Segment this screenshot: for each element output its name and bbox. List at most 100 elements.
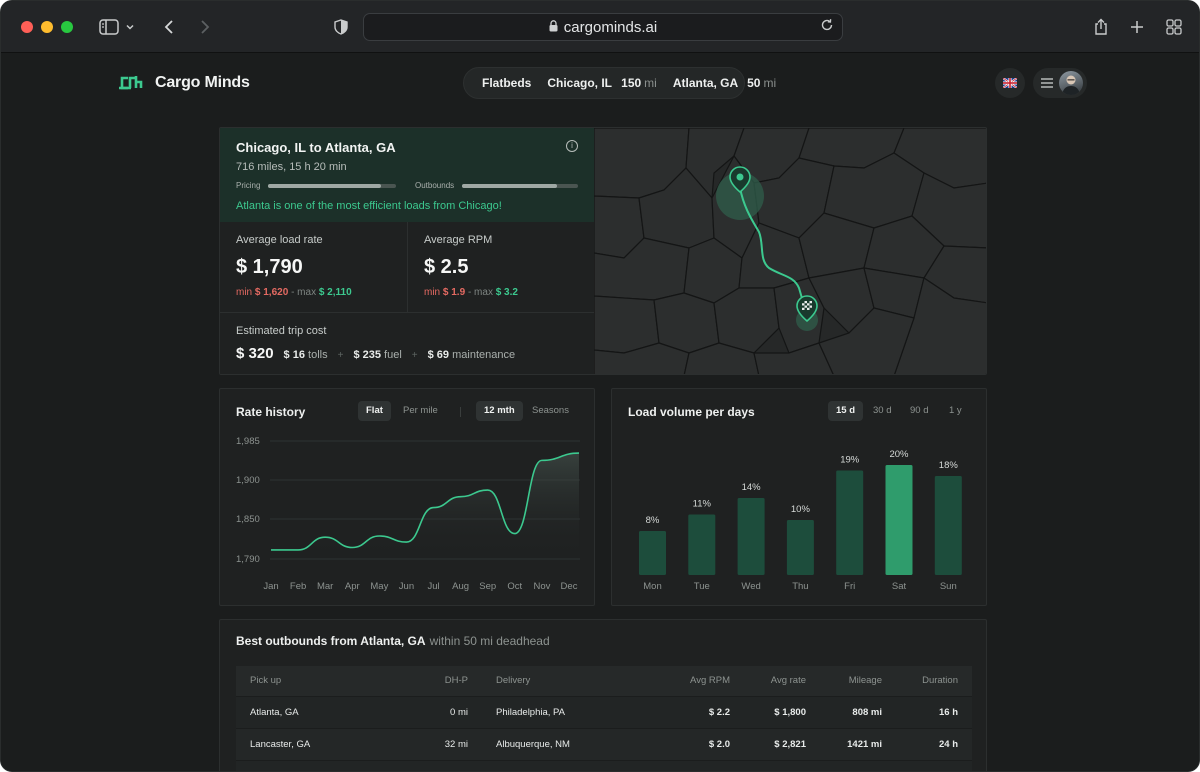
column-header-delivery[interactable]: Delivery — [496, 675, 531, 686]
destination-pin-icon[interactable] — [796, 295, 818, 323]
table-row[interactable] — [236, 760, 972, 771]
column-header-mileage[interactable]: Mileage — [848, 675, 882, 686]
load-volume-chart: 8% Mon 11% Tue 14% Wed 10% Thu 19% Fri 20% Sat 18% Su… — [639, 449, 962, 592]
stat-label: Estimated trip cost — [236, 325, 327, 337]
x-tick-label: Sat — [892, 581, 907, 592]
address-bar[interactable]: cargominds.ai — [363, 13, 843, 41]
bar[interactable] — [836, 470, 864, 576]
rate-history-chart: 1,985 1,900 1,850 1,790 Jan Feb Mar Apr May Jun Ju… — [236, 436, 580, 592]
uk-flag-icon — [1003, 78, 1017, 88]
bar[interactable] — [934, 476, 962, 575]
x-tick-label: Mar — [317, 581, 333, 592]
bar-value-label: 20% — [889, 449, 909, 460]
x-tick-label: Sep — [479, 581, 496, 592]
best-outbounds-card: Best outbounds from Atlanta, GA within 50… — [219, 619, 987, 771]
tab-flat[interactable]: Flat — [358, 401, 391, 421]
tab-90-days[interactable]: 90 d — [910, 405, 929, 416]
cargominds-logo-icon — [119, 76, 143, 90]
stat-value: $ 2.5 — [424, 256, 469, 278]
new-tab-icon[interactable] — [1125, 15, 1149, 39]
equipment-filter[interactable]: Flatbeds — [482, 76, 532, 90]
column-header-dh-p[interactable]: DH-P — [444, 675, 468, 686]
tab-15-days[interactable]: 15 d — [828, 401, 864, 421]
language-button[interactable] — [995, 68, 1025, 98]
pickup-cell: Atlanta, GA — [250, 707, 299, 718]
shield-icon[interactable] — [329, 15, 353, 39]
max-value: $ 3.2 — [495, 287, 518, 298]
info-icon[interactable]: i — [566, 140, 578, 152]
origin-filter[interactable]: Chicago, IL 150 mi — [539, 76, 665, 90]
stat-label: Average RPM — [424, 234, 493, 246]
tab-overview-icon[interactable] — [1162, 15, 1186, 39]
route-search-bar[interactable]: Flatbeds Chicago, IL 150 mi Atlanta, GA 5… — [463, 67, 776, 99]
lock-icon — [549, 19, 558, 36]
close-window-button[interactable] — [21, 21, 33, 33]
average-rpm-stat: Average RPM $ 2.5 min $ 1.9 - max $ 3.2 — [408, 222, 594, 312]
brand-logo[interactable]: Cargo Minds — [119, 73, 250, 93]
table-row[interactable]: Lancaster, GA 32 mi Albuquerque, NM $ 2.… — [236, 728, 972, 760]
max-label: - max — [291, 287, 317, 298]
rate-history-card: Rate history Flat Per mile 12 mth Season… — [219, 388, 595, 606]
plus-sign: + — [411, 350, 418, 361]
back-icon[interactable] — [157, 15, 181, 39]
origin-pin-icon[interactable] — [729, 166, 751, 194]
forward-icon[interactable] — [193, 15, 217, 39]
bar[interactable] — [639, 531, 666, 575]
column-header-avg-rpm[interactable]: Avg RPM — [690, 675, 730, 686]
table-row[interactable]: Atlanta, GA 0 mi Philadelphia, PA $ 2.2 … — [236, 696, 972, 728]
outbounds-title: Best outbounds from Atlanta, GA within 50… — [236, 634, 550, 648]
zoom-window-button[interactable] — [61, 21, 73, 33]
fuel-value: $ 235 — [353, 349, 381, 361]
sidebar-toggle-icon[interactable] — [97, 15, 121, 39]
min-value: $ 1.9 — [442, 287, 466, 298]
x-tick-label: Jan — [263, 581, 278, 592]
avg-rate-cell: $ 2,821 — [774, 739, 806, 750]
avg-rpm-cell: $ 2.2 — [708, 707, 730, 718]
avatar[interactable] — [1059, 71, 1083, 95]
origin-city: Chicago, IL — [547, 76, 612, 90]
estimated-trip-cost-stat: Estimated trip cost $ 320 $ 16 tolls + $… — [220, 313, 594, 374]
destination-filter[interactable]: Atlanta, GA 50 mi — [665, 76, 784, 90]
load-volume-title: Load volume per days — [628, 405, 755, 419]
dh-p-cell: 0 mi — [450, 707, 468, 718]
column-header-duration[interactable]: Duration — [922, 675, 958, 686]
route-map[interactable] — [593, 128, 986, 374]
load-volume-card: Load volume per days 15 d 30 d 90 d 1 y … — [611, 388, 987, 606]
route-overview: Chicago, IL to Atlanta, GA 716 miles, 15… — [220, 128, 594, 222]
column-header-pickup[interactable]: Pick up — [250, 675, 282, 686]
bar[interactable] — [688, 514, 716, 576]
bar-value-label: 18% — [939, 460, 959, 471]
duration-cell: 16 h — [938, 707, 958, 718]
x-tick-label: Wed — [741, 581, 760, 592]
x-tick-label: Dec — [561, 581, 578, 592]
column-header-avg-rate[interactable]: Avg rate — [770, 675, 806, 686]
duration-cell: 24 h — [938, 739, 958, 750]
stat-range: min $ 1,620 - max $ 2,110 — [236, 287, 391, 298]
x-tick-label: Apr — [345, 581, 360, 592]
route-line — [739, 187, 807, 313]
y-tick-label: 1,900 — [236, 475, 260, 486]
average-load-rate-stat: Average load rate $ 1,790 min $ 1,620 - … — [220, 222, 407, 312]
stat-divider — [220, 312, 594, 313]
line-area-fill — [271, 453, 579, 559]
tab-per-mile[interactable]: Per mile — [403, 405, 438, 416]
bar[interactable] — [786, 520, 814, 575]
tab-1-year[interactable]: 1 y — [949, 405, 962, 416]
browser-toolbar: cargominds.ai — [1, 1, 1199, 53]
share-icon[interactable] — [1089, 15, 1113, 39]
plus-sign: + — [337, 350, 344, 361]
bar-value-label: 19% — [840, 455, 860, 466]
max-value: $ 2,110 — [318, 287, 352, 298]
bar[interactable] — [885, 465, 913, 575]
tab-12-months[interactable]: 12 mth — [476, 401, 523, 421]
brand-name: Cargo Minds — [155, 74, 250, 91]
tab-30-days[interactable]: 30 d — [873, 405, 892, 416]
chevron-down-icon[interactable] — [123, 15, 137, 39]
user-menu-button[interactable] — [1033, 68, 1087, 98]
reload-icon[interactable] — [820, 18, 834, 36]
tolls-value: $ 16 — [283, 349, 305, 361]
bar[interactable] — [737, 498, 765, 575]
minimize-window-button[interactable] — [41, 21, 53, 33]
tab-seasons[interactable]: Seasons — [532, 405, 569, 416]
